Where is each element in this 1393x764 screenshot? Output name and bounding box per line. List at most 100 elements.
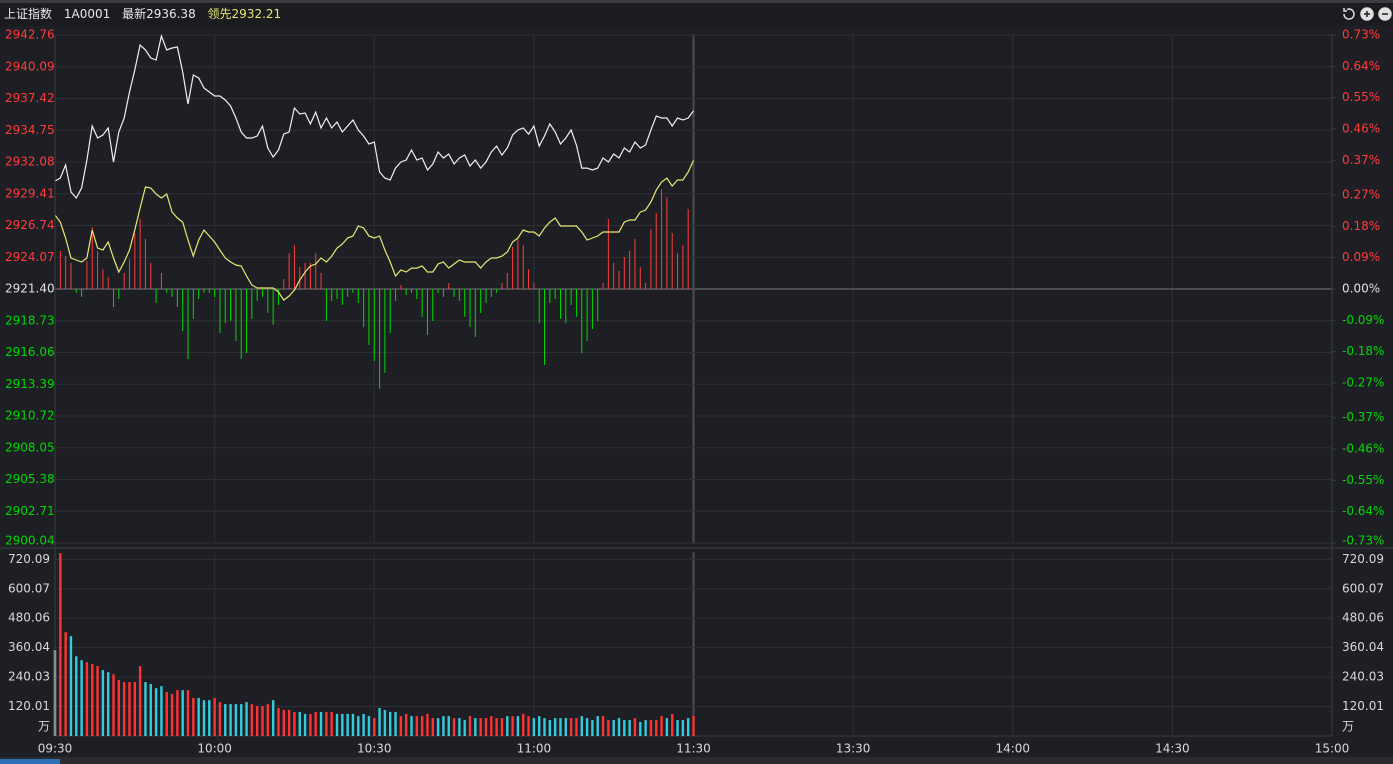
strength-bar <box>426 289 428 335</box>
volume-bar <box>623 720 626 736</box>
volume-bar <box>357 716 360 736</box>
strength-bar <box>347 289 349 298</box>
active-tab[interactable] <box>0 759 60 764</box>
volume-bar <box>596 716 599 736</box>
y2-tick-label: -0.73% <box>1342 534 1384 548</box>
volume-bar <box>85 662 89 736</box>
strength-bar <box>277 289 279 306</box>
strength-bar <box>634 238 636 289</box>
strength-bar <box>368 289 370 346</box>
volume-bar <box>229 704 232 736</box>
volume-bar <box>591 720 594 736</box>
volume-bar <box>117 680 121 736</box>
volume-bar <box>585 718 589 736</box>
y-tick-label: 2910.72 <box>5 409 55 423</box>
volume-bar <box>335 713 339 736</box>
index-code: 1A0001 <box>63 7 111 21</box>
y2-tick-label: 0.64% <box>1342 59 1380 73</box>
volume-bar <box>490 716 493 736</box>
volume-bar <box>75 656 78 736</box>
volume-bar <box>671 713 674 736</box>
strength-bar <box>533 283 535 289</box>
strength-bar <box>283 278 285 289</box>
strength-bar <box>400 285 402 289</box>
y2-tick-label: -0.09% <box>1342 313 1384 327</box>
volume-bar <box>389 711 392 736</box>
volume-bar <box>170 694 174 736</box>
volume-bar <box>234 704 238 736</box>
volume-bar <box>479 718 482 736</box>
strength-bar <box>448 283 450 289</box>
y2-tick-label: -0.27% <box>1342 375 1384 389</box>
strength-bar <box>224 289 226 324</box>
tab-strip <box>0 0 1393 3</box>
volume-bar <box>287 709 291 736</box>
volume-bar <box>330 711 333 736</box>
volume-bar <box>181 690 184 736</box>
x-tick-label: 13:30 <box>836 742 871 756</box>
strength-bar <box>501 283 503 289</box>
strength-bar <box>150 262 152 289</box>
y2-tick-label: -0.18% <box>1342 344 1384 358</box>
volume-bar <box>298 711 301 736</box>
y-tick-label: 2929.41 <box>5 186 55 200</box>
strength-bar <box>645 283 647 289</box>
index-name: 上证指数 <box>4 7 53 21</box>
strength-bar <box>320 272 322 289</box>
strength-bar <box>192 289 194 319</box>
strength-bar <box>682 245 684 289</box>
volume-bar <box>319 711 323 736</box>
volume-bar <box>240 704 243 736</box>
x-tick-label: 09:30 <box>38 742 73 756</box>
strength-bar <box>75 289 77 293</box>
strength-bar <box>565 289 567 324</box>
y-tick-label: 2924.07 <box>5 250 55 264</box>
strength-bar <box>267 289 269 314</box>
strength-bar <box>559 289 561 319</box>
strength-bar <box>591 289 593 330</box>
y-tick-label: 2902.71 <box>5 504 55 518</box>
volume-bar <box>452 718 456 736</box>
strength-bar <box>421 289 423 317</box>
strength-bar <box>219 289 221 333</box>
unit-label-right: 万 <box>1342 720 1354 734</box>
volume-bar <box>522 713 525 736</box>
latest-value: 2936.38 <box>146 7 196 21</box>
strength-bar <box>432 289 434 322</box>
volume-bar <box>218 702 222 736</box>
volume-bar <box>373 718 376 736</box>
y-tick-label: 2921.40 <box>5 282 55 296</box>
strength-bar <box>639 267 641 289</box>
volume-bar <box>458 718 461 736</box>
x-tick-label: 11:30 <box>676 742 711 756</box>
strength-bar <box>256 289 258 301</box>
y2-tick-label: -0.55% <box>1342 473 1384 487</box>
volume-bar <box>527 716 530 736</box>
volume-bar <box>112 674 115 736</box>
strength-bar <box>352 289 354 293</box>
refresh-icon[interactable] <box>1343 8 1355 20</box>
volume-bar <box>245 702 248 736</box>
lead-label: 领先 <box>207 7 232 21</box>
volume-bar <box>607 720 610 736</box>
strength-bar <box>102 269 104 289</box>
y-tick-label: 2934.75 <box>5 123 55 137</box>
strength-bar <box>613 262 615 289</box>
y-tick-label: 240.03 <box>8 670 50 684</box>
y2-tick-label: -0.37% <box>1342 410 1384 424</box>
strength-bar <box>384 289 386 373</box>
volume-bar <box>208 700 211 736</box>
volume-bar <box>633 718 637 736</box>
strength-bar <box>453 289 455 298</box>
volume-bar <box>436 718 440 736</box>
volume-bar <box>484 718 488 736</box>
strength-bar <box>570 289 572 306</box>
y-tick-label: 120.01 <box>8 699 50 713</box>
y-tick-label-right: 360.04 <box>1342 640 1384 654</box>
volume-bar <box>399 716 403 736</box>
volume-bar <box>266 704 270 736</box>
y-tick-label-right: 120.01 <box>1342 699 1384 713</box>
volume-bar <box>138 666 142 736</box>
strength-bar <box>123 272 125 289</box>
